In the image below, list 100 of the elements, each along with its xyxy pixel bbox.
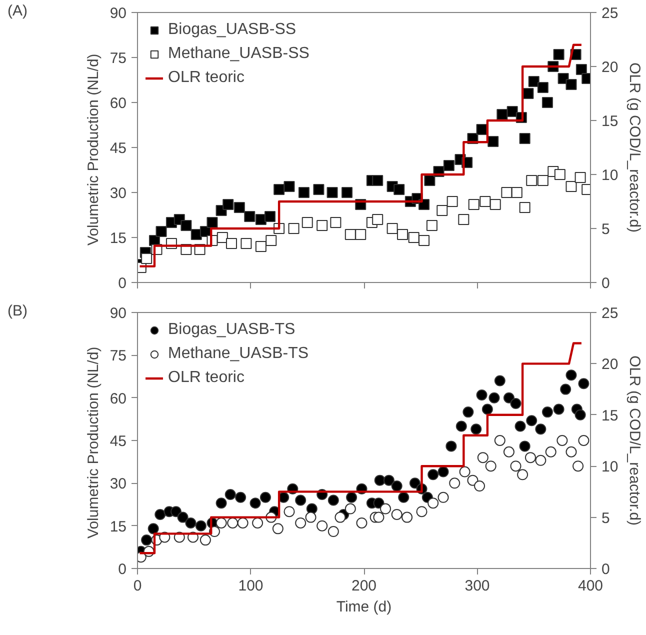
- y2-tick-label: 15: [602, 407, 618, 424]
- point: [250, 498, 261, 509]
- legend-label: OLR teoric: [168, 369, 244, 387]
- point: [519, 133, 530, 144]
- y2-tick-label: 25: [602, 5, 618, 22]
- point: [391, 480, 402, 492]
- point: [141, 534, 152, 546]
- point: [373, 512, 384, 523]
- point: [514, 420, 526, 432]
- y-tick-label: 75: [110, 50, 127, 67]
- y-tick-label: 60: [110, 95, 127, 112]
- point: [274, 184, 285, 195]
- point: [328, 494, 339, 506]
- legend-label: Biogas_UASB-TS: [168, 321, 296, 339]
- point: [438, 466, 449, 478]
- y2-tick-label: 25: [602, 305, 618, 322]
- y-tick-label: 60: [110, 390, 127, 408]
- y-tick-label: 90: [110, 5, 127, 22]
- y2-tick-label: 5: [602, 221, 610, 238]
- y-tick-label: 30: [110, 476, 127, 493]
- point: [462, 406, 474, 418]
- point: [488, 392, 500, 404]
- point: [305, 512, 316, 523]
- point: [195, 520, 206, 532]
- point: [560, 384, 572, 395]
- point: [578, 378, 590, 390]
- legend-label: OLR teoric: [168, 69, 244, 87]
- point: [496, 109, 508, 120]
- point: [542, 406, 553, 418]
- point: [156, 226, 167, 237]
- y-tick-label: 75: [110, 348, 127, 365]
- x-axis-title: Time (d): [336, 598, 392, 616]
- point: [372, 214, 384, 225]
- point: [177, 512, 188, 523]
- x-tick-label: 0: [133, 578, 142, 594]
- text: (B): [8, 302, 28, 320]
- y2-tick-label: 0: [602, 561, 610, 578]
- x-tick-label: 300: [464, 578, 490, 594]
- point: [526, 415, 538, 426]
- legend-label: Methane_UASB-TS: [168, 345, 309, 363]
- point: [313, 184, 324, 195]
- y2-tick-label: 0: [602, 275, 610, 292]
- point: [574, 409, 586, 420]
- point: [298, 187, 310, 198]
- point: [409, 478, 420, 489]
- point: [148, 523, 159, 534]
- y-axis-title: Volumetric Production (NL/d): [84, 54, 102, 246]
- point: [528, 76, 540, 87]
- point: [506, 106, 518, 117]
- point: [470, 424, 482, 435]
- point: [185, 518, 196, 528]
- point: [553, 404, 564, 415]
- point: [503, 392, 514, 404]
- point: [488, 136, 499, 147]
- y-tick-label: 0: [118, 275, 126, 292]
- point: [235, 492, 246, 503]
- point: [554, 169, 566, 180]
- point: [476, 124, 488, 135]
- point: [373, 498, 384, 509]
- text: (A): [8, 2, 28, 20]
- point: [180, 220, 192, 231]
- y-tick-label: 45: [110, 140, 127, 157]
- point: [424, 175, 436, 186]
- point: [494, 375, 506, 386]
- point: [446, 440, 457, 452]
- y2-tick-label: 10: [602, 167, 618, 184]
- point: [383, 474, 394, 486]
- point: [476, 390, 488, 400]
- x-tick-label: 100: [238, 578, 264, 594]
- point: [326, 187, 338, 198]
- point: [295, 494, 306, 506]
- point: [264, 211, 276, 222]
- y2-tick-label: 20: [602, 356, 618, 374]
- point: [566, 79, 577, 90]
- point: [260, 492, 271, 503]
- y2-tick-label: 5: [602, 510, 610, 527]
- y-tick-label: 0: [118, 561, 126, 578]
- point: [519, 440, 530, 452]
- point: [206, 217, 218, 228]
- point: [342, 187, 353, 198]
- point: [394, 184, 405, 195]
- point: [576, 64, 587, 75]
- point: [346, 492, 358, 503]
- y2-tick-label: 10: [602, 458, 618, 476]
- point: [482, 404, 493, 415]
- y-tick-label: 15: [110, 230, 127, 247]
- point: [510, 398, 522, 410]
- point: [224, 489, 236, 500]
- point: [428, 498, 439, 509]
- point: [154, 508, 166, 520]
- y-tick-label: 15: [110, 518, 127, 536]
- point: [398, 492, 410, 503]
- y2-tick-label: 20: [602, 59, 618, 76]
- point: [542, 97, 553, 108]
- point: [535, 424, 546, 435]
- point: [374, 474, 386, 486]
- y-tick-label: 45: [110, 433, 127, 450]
- point: [553, 49, 564, 60]
- point: [334, 512, 346, 523]
- point: [216, 498, 227, 509]
